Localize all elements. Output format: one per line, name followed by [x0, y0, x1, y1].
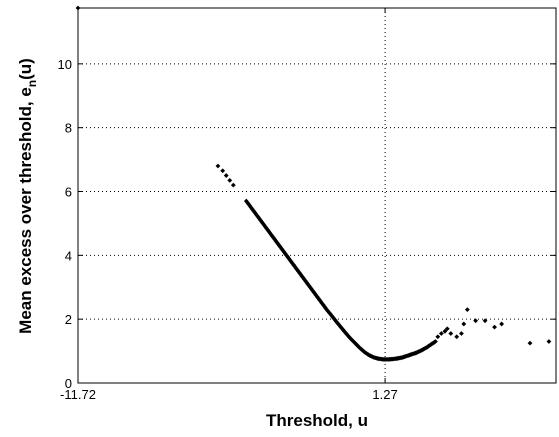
- y-tick-label: 2: [65, 312, 72, 327]
- data-point: [245, 200, 250, 206]
- data-point: [442, 328, 448, 334]
- data-point: [433, 339, 438, 344]
- data-point: [252, 209, 257, 215]
- data-point: [324, 307, 330, 312]
- data-point: [482, 318, 488, 324]
- data-point: [464, 307, 470, 312]
- data-point: [246, 201, 252, 207]
- data-point: [290, 260, 295, 266]
- data-point: [300, 275, 306, 281]
- data-point: [527, 340, 533, 346]
- data-point: [269, 233, 275, 239]
- data-point: [499, 321, 505, 327]
- data-point: [215, 163, 221, 169]
- y-tick-label: 8: [65, 121, 72, 136]
- data-point: [258, 217, 263, 223]
- data-point: [282, 251, 288, 257]
- data-point: [459, 331, 464, 336]
- data-point: [275, 241, 281, 247]
- data-point: [343, 330, 349, 336]
- data-point: [448, 331, 454, 336]
- data-point: [243, 198, 249, 204]
- y-tick-label: 4: [65, 248, 72, 263]
- data-points: [75, 5, 552, 362]
- data-point: [256, 216, 262, 222]
- data-point: [259, 219, 265, 225]
- data-point: [307, 284, 313, 290]
- x-tick-label: 1.27: [372, 387, 397, 402]
- data-point: [316, 296, 321, 301]
- data-point: [454, 334, 460, 340]
- y-axis-title-tail: (u): [16, 58, 35, 80]
- x-tick-labels: -11.72 1.27: [60, 387, 398, 402]
- y-tick-labels: 0 2 4 6 8 10: [58, 57, 72, 391]
- data-point: [223, 173, 229, 178]
- data-point: [326, 310, 332, 315]
- data-point: [332, 317, 338, 323]
- data-point: [230, 182, 236, 188]
- data-point: [546, 339, 552, 344]
- y-tick-label: 6: [65, 185, 72, 200]
- data-point: [444, 326, 450, 332]
- plot-frame: [77, 7, 557, 384]
- data-point: [325, 308, 331, 314]
- data-point: [266, 229, 272, 234]
- data-point: [220, 168, 226, 174]
- data-point: [274, 240, 280, 245]
- y-axis-title: Mean excess over threshold, en(u): [16, 58, 39, 334]
- y-tick-label: 10: [58, 57, 72, 72]
- data-point: [492, 324, 497, 330]
- data-point: [248, 205, 254, 210]
- x-axis-title: Threshold, u: [266, 411, 368, 430]
- x-tick-label: -11.72: [60, 387, 96, 402]
- data-point: [267, 230, 273, 236]
- data-point: [438, 331, 444, 336]
- y-tick-label: 0: [65, 376, 72, 391]
- plot-area: [75, 5, 557, 384]
- data-point: [249, 206, 255, 212]
- data-point: [473, 318, 479, 324]
- data-point: [435, 334, 441, 340]
- data-point: [75, 5, 81, 11]
- y-axis-title-main: Mean excess over threshold, e: [16, 87, 35, 334]
- grid: [78, 8, 556, 383]
- data-point: [261, 222, 267, 228]
- y-axis-title-sub: n: [25, 80, 39, 87]
- data-point: [461, 321, 467, 327]
- data-point: [323, 305, 328, 311]
- data-point: [227, 177, 233, 183]
